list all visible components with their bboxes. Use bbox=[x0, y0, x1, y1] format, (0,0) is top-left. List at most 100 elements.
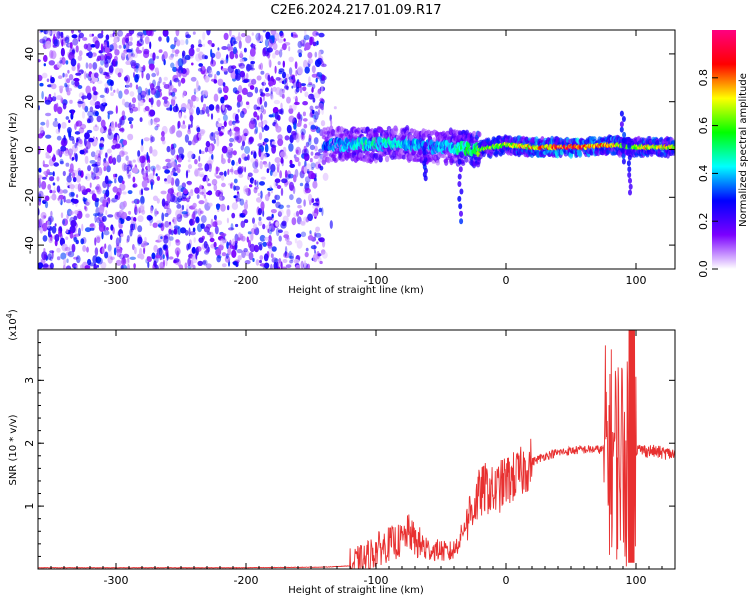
band-halo bbox=[659, 151, 665, 158]
noise-cell bbox=[192, 105, 196, 109]
noise-cell bbox=[318, 207, 323, 213]
x-tick-label: 0 bbox=[503, 574, 510, 587]
noise-cell bbox=[179, 208, 183, 217]
noise-cell bbox=[66, 258, 69, 264]
noise-cell bbox=[275, 77, 281, 81]
spike-cell bbox=[622, 131, 627, 138]
noise-cell bbox=[268, 39, 273, 48]
noise-cell bbox=[276, 185, 282, 189]
noise-cell bbox=[99, 67, 105, 76]
noise-cell bbox=[219, 89, 223, 94]
noise-cell bbox=[308, 95, 311, 99]
noise-cell bbox=[101, 30, 104, 35]
noise-cell bbox=[135, 84, 139, 90]
noise-cell bbox=[236, 192, 240, 201]
noise-cell bbox=[303, 260, 307, 269]
noise-cell bbox=[59, 59, 63, 64]
spike-cell bbox=[621, 116, 626, 122]
noise-cell bbox=[46, 144, 53, 154]
noise-cell bbox=[42, 215, 47, 219]
noise-cell bbox=[236, 249, 243, 254]
noise-cell bbox=[199, 184, 202, 192]
noise-cell bbox=[105, 210, 108, 215]
noise-cell bbox=[77, 55, 83, 61]
noise-cell bbox=[281, 93, 285, 99]
noise-cell bbox=[187, 159, 191, 163]
noise-cell bbox=[150, 206, 153, 214]
noise-cell bbox=[132, 52, 138, 59]
colorbar-tick-label: 0.6 bbox=[697, 117, 710, 135]
spike-cell bbox=[457, 173, 462, 180]
noise-cell bbox=[277, 211, 282, 217]
noise-cell bbox=[65, 116, 70, 120]
noise-cell bbox=[104, 243, 107, 249]
noise-cell bbox=[58, 194, 65, 200]
noise-cell bbox=[283, 38, 286, 42]
noise-cell bbox=[85, 213, 90, 218]
noise-cell bbox=[84, 265, 91, 269]
noise-cell bbox=[112, 30, 116, 34]
noise-cell bbox=[312, 204, 318, 209]
noise-cell bbox=[109, 33, 114, 38]
x-tick-label: -300 bbox=[104, 274, 129, 287]
noise-cell bbox=[171, 48, 175, 54]
noise-cell bbox=[168, 228, 172, 235]
noise-cell bbox=[232, 120, 236, 126]
noise-cell bbox=[125, 60, 131, 65]
noise-cell bbox=[249, 48, 256, 57]
noise-cell bbox=[128, 30, 135, 35]
noise-cell bbox=[270, 30, 277, 36]
noise-cell bbox=[314, 111, 319, 120]
noise-cell bbox=[182, 89, 186, 97]
noise-cell bbox=[230, 43, 233, 47]
noise-cell bbox=[258, 244, 263, 251]
noise-cell bbox=[96, 183, 101, 193]
noise-cell bbox=[173, 228, 178, 235]
noise-cell bbox=[71, 80, 75, 86]
spike-cell bbox=[628, 189, 632, 196]
noise-cell bbox=[285, 264, 292, 268]
colorbar-tick-label: 0.8 bbox=[697, 69, 710, 87]
noise-cell bbox=[101, 102, 108, 107]
noise-cell bbox=[297, 161, 301, 167]
noise-cell bbox=[71, 172, 76, 179]
noise-cell bbox=[253, 111, 258, 118]
noise-cell bbox=[69, 225, 76, 234]
noise-cell bbox=[176, 39, 181, 47]
noise-cell bbox=[227, 205, 230, 211]
noise-cell bbox=[194, 168, 199, 177]
noise-cell bbox=[86, 246, 89, 253]
noise-cell bbox=[282, 43, 287, 51]
spike-cell bbox=[620, 147, 625, 154]
noise-cell bbox=[277, 229, 283, 233]
noise-cell bbox=[143, 247, 146, 255]
noise-cell bbox=[222, 114, 228, 122]
noise-cell bbox=[191, 153, 196, 159]
noise-cell bbox=[241, 140, 246, 147]
noise-cell bbox=[110, 154, 113, 162]
noise-cell bbox=[160, 190, 167, 195]
noise-cell bbox=[320, 85, 324, 93]
noise-cell bbox=[199, 173, 206, 178]
noise-cell bbox=[271, 246, 277, 252]
noise-cell bbox=[164, 233, 171, 239]
noise-cell bbox=[266, 47, 273, 53]
noise-cell bbox=[105, 189, 110, 198]
noise-cell bbox=[106, 201, 109, 208]
noise-cell bbox=[207, 40, 213, 45]
noise-cell bbox=[56, 247, 61, 253]
noise-cell bbox=[302, 86, 307, 92]
noise-cell bbox=[75, 264, 79, 269]
noise-cell bbox=[295, 34, 299, 38]
noise-cell bbox=[68, 119, 71, 124]
noise-cell bbox=[259, 263, 266, 267]
noise-cell bbox=[53, 39, 58, 47]
noise-cell bbox=[191, 246, 196, 254]
noise-cell bbox=[219, 238, 225, 246]
noise-cell bbox=[61, 243, 68, 252]
noise-cell bbox=[87, 110, 94, 118]
noise-cell bbox=[41, 72, 48, 79]
noise-cell bbox=[307, 58, 313, 65]
noise-cell bbox=[92, 255, 98, 264]
noise-cell bbox=[56, 135, 62, 141]
